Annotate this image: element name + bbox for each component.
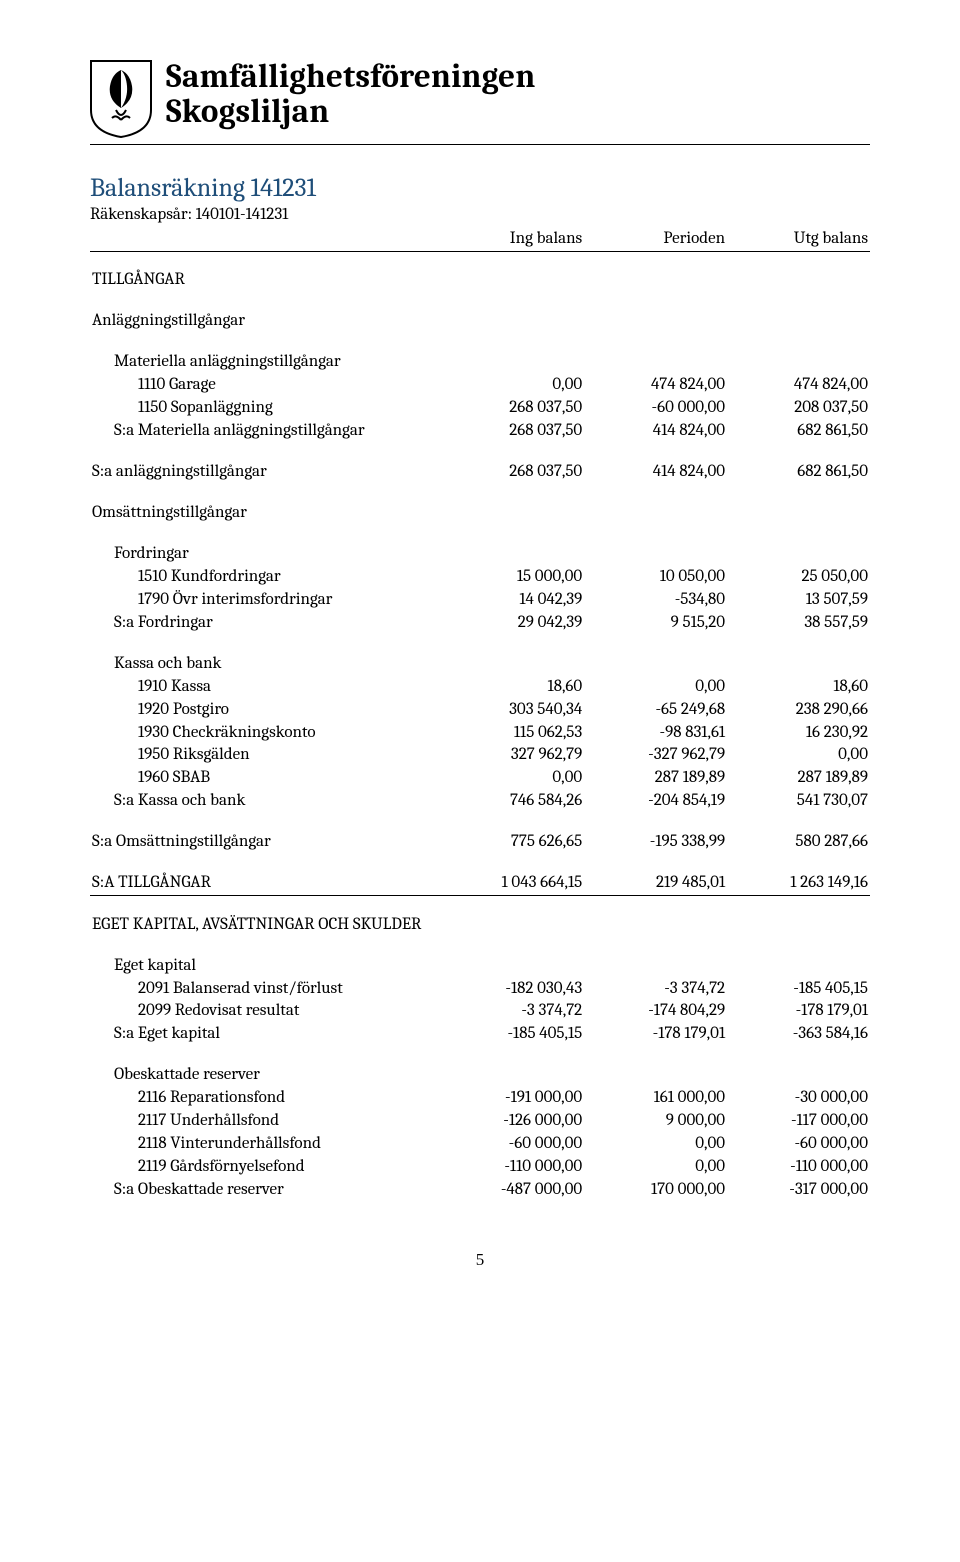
table-row: 2091 Balanserad vinst/förlust-182 030,43… [90, 978, 870, 1001]
heading-tillgangar: TILLGÅNGAR [90, 269, 441, 292]
org-title: Samfällighetsföreningen Skogsliljan [166, 60, 535, 129]
page-number: 5 [90, 1250, 870, 1270]
heading-kassa: Kassa och bank [90, 653, 441, 676]
table-row: 1910 Kassa18,600,0018,60 [90, 676, 870, 699]
heading-anlaggning: Anläggningstillgångar [90, 310, 441, 333]
table-row: S:a Materiella anläggningstillgångar268 … [90, 420, 870, 443]
colhead-period: Perioden [584, 228, 727, 251]
table-row: 1950 Riksgälden327 962,79-327 962,790,00 [90, 744, 870, 767]
heading-fordringar: Fordringar [90, 543, 441, 566]
colhead-ing: Ing balans [441, 228, 584, 251]
heading-materiella: Materiella anläggningstillgångar [90, 351, 441, 374]
heading-obeskattade: Obeskattade reserver [90, 1064, 441, 1087]
document-header: Samfällighetsföreningen Skogsliljan [90, 60, 870, 145]
table-row: 1930 Checkräkningskonto115 062,53-98 831… [90, 722, 870, 745]
table-row: 2119 Gårdsförnyelsefond-110 000,000,00-1… [90, 1156, 870, 1179]
org-title-line1: Samfällighetsföreningen [166, 60, 535, 95]
table-row: 1960 SBAB0,00287 189,89287 189,89 [90, 767, 870, 790]
page: Samfällighetsföreningen Skogsliljan Bala… [0, 0, 960, 1310]
document-title: Balansräkning 141231 [90, 173, 870, 203]
table-row: 2116 Reparationsfond-191 000,00161 000,0… [90, 1087, 870, 1110]
table-row: S:a anläggningstillgångar268 037,50414 8… [90, 461, 870, 484]
table-row: 2099 Redovisat resultat-3 374,72-174 804… [90, 1000, 870, 1023]
table-row: 1150 Sopanläggning268 037,50-60 000,0020… [90, 397, 870, 420]
heading-eget-kapital: Eget kapital [90, 955, 441, 978]
table-row: 2118 Vinterunderhållsfond-60 000,000,00-… [90, 1133, 870, 1156]
heading-omsattning: Omsättningstillgångar [90, 502, 441, 525]
table-row: S:a Eget kapital-185 405,15-178 179,01-3… [90, 1023, 870, 1046]
table-row: 1920 Postgiro303 540,34-65 249,68238 290… [90, 699, 870, 722]
column-headers: Ing balans Perioden Utg balans [90, 228, 870, 251]
table-row: S:a Fordringar29 042,399 515,2038 557,59 [90, 612, 870, 635]
table-row: 1790 Övr interimsfordringar14 042,39-534… [90, 589, 870, 612]
table-row: S:a Obeskattade reserver-487 000,00170 0… [90, 1179, 870, 1202]
table-row: 1510 Kundfordringar15 000,0010 050,0025 … [90, 566, 870, 589]
table-row: 1110 Garage0,00474 824,00474 824,00 [90, 374, 870, 397]
heading-eget-kapital-skulder: EGET KAPITAL, AVSÄTTNINGAR OCH SKULDER [90, 914, 441, 937]
balance-sheet-table: Ing balans Perioden Utg balans TILLGÅNGA… [90, 228, 870, 1202]
crest-icon [90, 60, 152, 138]
total-tillgangar-row: S:A TILLGÅNGAR1 043 664,15219 485,011 26… [90, 872, 870, 895]
colhead-utg: Utg balans [727, 228, 870, 251]
org-title-line2: Skogsliljan [166, 95, 535, 130]
document-subtitle: Räkenskapsår: 140101-141231 [90, 205, 870, 224]
table-row: 2117 Underhållsfond-126 000,009 000,00-1… [90, 1110, 870, 1133]
table-row: S:a Kassa och bank746 584,26-204 854,195… [90, 790, 870, 813]
table-row: S:a Omsättningstillgångar775 626,65-195 … [90, 831, 870, 854]
